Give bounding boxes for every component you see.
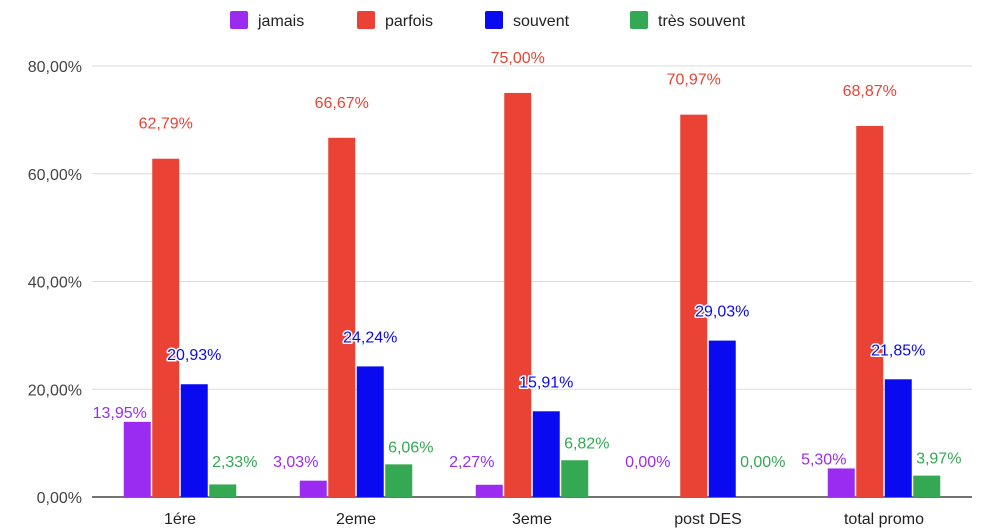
x-category-label: 2eme [336, 511, 376, 528]
y-tick-label: 0,00% [37, 490, 82, 507]
data-label: 6,82% [564, 435, 609, 452]
bar-parfois-0 [152, 158, 180, 497]
bar-parfois-2 [504, 92, 532, 497]
data-labels: 13,95% 62,79% 20,93% 2,33% 3,03% 66,67% 24,24%… [91, 48, 963, 472]
gridlines [92, 65, 972, 498]
bar-souvent-1 [356, 366, 384, 497]
legend-label: souvent [513, 13, 570, 30]
bar-souvent-3 [708, 340, 736, 497]
data-label: 20,93% [167, 347, 221, 364]
legend-swatch-parfois [357, 11, 375, 29]
bar-souvent-0 [180, 384, 208, 497]
bar-jamais-0 [123, 421, 151, 497]
bar-souvent-4 [884, 379, 912, 497]
x-category-label: 3eme [512, 511, 552, 528]
y-tick-label: 20,00% [28, 382, 82, 399]
data-label: 3,03% [273, 454, 318, 471]
bar-jamais-2 [475, 484, 503, 497]
x-category-label: total promo [844, 511, 924, 528]
data-label: 24,24% [343, 329, 397, 346]
bar-très-souvent-2 [561, 460, 589, 497]
legend-label: jamais [257, 13, 304, 30]
y-tick-label: 80,00% [28, 59, 82, 76]
legend-swatch-souvent [485, 11, 503, 29]
data-label: 66,67% [315, 95, 369, 112]
y-tick-label: 40,00% [28, 275, 82, 292]
bar-jamais-4 [827, 468, 855, 497]
x-category-label: 1ére [164, 511, 196, 528]
legend: jamais parfois souvent très souvent [230, 11, 746, 30]
bar-parfois-1 [328, 137, 356, 497]
bar-très-souvent-0 [209, 484, 237, 497]
legend-label: très souvent [658, 13, 746, 30]
data-label: 5,30% [801, 451, 846, 468]
data-label: 6,06% [388, 439, 433, 456]
bar-souvent-2 [532, 411, 560, 497]
data-label: 70,97% [667, 72, 721, 89]
bar-très-souvent-1 [385, 464, 413, 497]
x-category-label: post DES [674, 511, 742, 528]
data-label: 21,85% [871, 342, 925, 359]
x-axis: 1ére 2eme 3eme post DES total promo [164, 511, 924, 528]
data-label: 13,95% [93, 405, 147, 422]
data-label: 15,91% [519, 374, 573, 391]
data-label: 0,00% [740, 454, 785, 471]
data-label: 3,97% [916, 451, 961, 468]
legend-swatch-très-souvent [630, 11, 648, 29]
bar-parfois-3 [680, 114, 708, 498]
legend-swatch-jamais [230, 11, 248, 29]
data-label: 75,00% [491, 50, 545, 67]
y-axis: 0,00% 20,00% 40,00% 60,00% 80,00% [28, 59, 82, 507]
data-label: 62,79% [139, 116, 193, 133]
data-label: 0,00% [625, 454, 670, 471]
y-tick-label: 60,00% [28, 167, 82, 184]
bar-très-souvent-4 [913, 475, 941, 497]
data-label: 29,03% [695, 304, 749, 321]
data-label: 2,27% [449, 454, 494, 471]
data-label: 2,33% [212, 454, 257, 471]
bar-jamais-1 [299, 480, 327, 497]
bar-parfois-4 [856, 125, 884, 497]
data-label: 68,87% [843, 83, 897, 100]
bars [123, 92, 941, 498]
legend-label: parfois [385, 13, 433, 30]
